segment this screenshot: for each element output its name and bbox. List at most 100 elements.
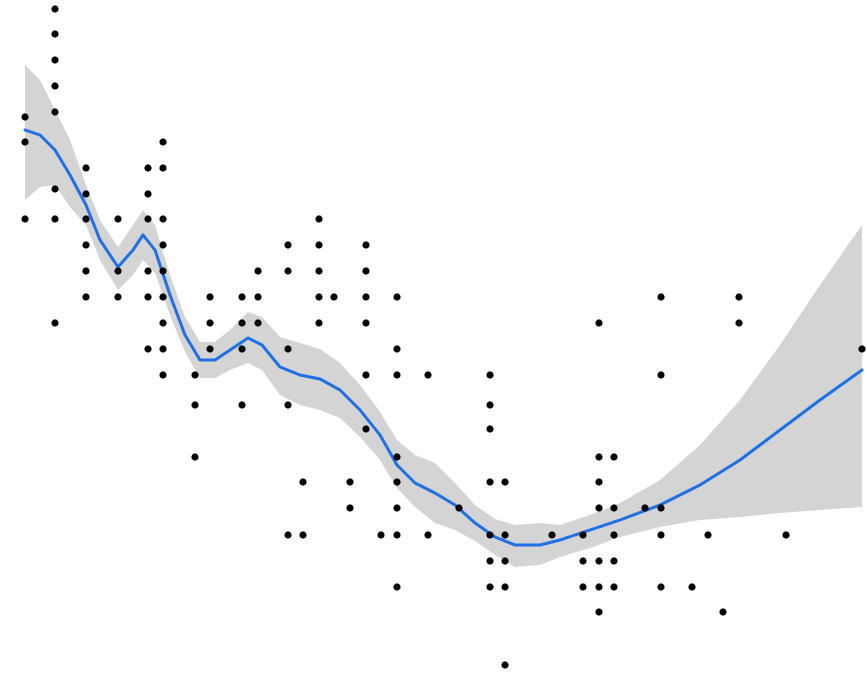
data-point bbox=[114, 215, 122, 223]
data-point bbox=[159, 267, 167, 275]
data-point bbox=[114, 293, 122, 301]
smooth-line-layer bbox=[23, 128, 864, 547]
data-point bbox=[144, 190, 152, 198]
data-point bbox=[610, 583, 618, 591]
data-point bbox=[191, 371, 199, 379]
data-point bbox=[114, 267, 122, 275]
data-point bbox=[159, 345, 167, 353]
data-point bbox=[610, 557, 618, 565]
data-points-layer bbox=[21, 5, 866, 669]
data-point bbox=[595, 557, 603, 565]
data-point bbox=[159, 371, 167, 379]
data-point bbox=[299, 531, 307, 539]
data-point bbox=[393, 531, 401, 539]
data-point bbox=[159, 241, 167, 249]
data-point bbox=[595, 504, 603, 512]
data-point bbox=[284, 267, 292, 275]
data-point bbox=[393, 371, 401, 379]
data-point bbox=[315, 241, 323, 249]
data-point bbox=[486, 583, 494, 591]
data-point bbox=[486, 425, 494, 433]
data-point bbox=[144, 267, 152, 275]
data-point bbox=[144, 293, 152, 301]
data-point bbox=[206, 345, 214, 353]
data-point bbox=[782, 531, 790, 539]
data-point bbox=[393, 345, 401, 353]
data-point bbox=[159, 138, 167, 146]
data-point bbox=[21, 215, 29, 223]
data-point bbox=[82, 190, 90, 198]
data-point bbox=[393, 453, 401, 461]
data-point bbox=[688, 583, 696, 591]
data-point bbox=[455, 504, 463, 512]
data-point bbox=[206, 319, 214, 327]
data-point bbox=[82, 241, 90, 249]
data-point bbox=[82, 267, 90, 275]
data-point bbox=[159, 319, 167, 327]
data-point bbox=[51, 185, 59, 193]
data-point bbox=[501, 557, 509, 565]
data-point bbox=[610, 504, 618, 512]
data-point bbox=[284, 241, 292, 249]
data-point bbox=[595, 319, 603, 327]
data-point bbox=[51, 56, 59, 64]
data-point bbox=[51, 5, 59, 13]
data-point bbox=[82, 293, 90, 301]
data-point bbox=[377, 531, 385, 539]
data-point bbox=[501, 583, 509, 591]
data-point bbox=[657, 583, 665, 591]
data-point bbox=[641, 504, 649, 512]
data-point bbox=[595, 583, 603, 591]
data-point bbox=[21, 113, 29, 121]
data-point bbox=[362, 371, 370, 379]
data-point bbox=[159, 164, 167, 172]
data-point bbox=[238, 401, 246, 409]
data-point bbox=[315, 319, 323, 327]
data-point bbox=[82, 164, 90, 172]
data-point bbox=[51, 319, 59, 327]
data-point bbox=[284, 345, 292, 353]
data-point bbox=[393, 293, 401, 301]
data-point bbox=[238, 319, 246, 327]
data-point bbox=[254, 267, 262, 275]
data-point bbox=[595, 478, 603, 486]
data-point bbox=[579, 557, 587, 565]
data-point bbox=[501, 478, 509, 486]
data-point bbox=[144, 345, 152, 353]
data-point bbox=[719, 608, 727, 616]
data-point bbox=[595, 608, 603, 616]
data-point bbox=[21, 138, 29, 146]
data-point bbox=[486, 371, 494, 379]
data-point bbox=[206, 293, 214, 301]
data-point bbox=[610, 531, 618, 539]
data-point bbox=[346, 478, 354, 486]
data-point bbox=[704, 531, 712, 539]
data-point bbox=[51, 30, 59, 38]
data-point bbox=[657, 371, 665, 379]
data-point bbox=[579, 531, 587, 539]
data-point bbox=[424, 531, 432, 539]
data-point bbox=[362, 425, 370, 433]
data-point bbox=[315, 267, 323, 275]
data-point bbox=[657, 293, 665, 301]
data-point bbox=[51, 108, 59, 116]
data-point bbox=[191, 401, 199, 409]
data-point bbox=[486, 478, 494, 486]
data-point bbox=[501, 661, 509, 669]
data-point bbox=[595, 453, 603, 461]
data-point bbox=[362, 267, 370, 275]
data-point bbox=[362, 293, 370, 301]
data-point bbox=[315, 215, 323, 223]
data-point bbox=[362, 319, 370, 327]
data-point bbox=[144, 164, 152, 172]
data-point bbox=[238, 345, 246, 353]
data-point bbox=[735, 319, 743, 327]
data-point bbox=[486, 557, 494, 565]
smooth-trend-line bbox=[23, 128, 864, 547]
data-point bbox=[657, 504, 665, 512]
data-point bbox=[393, 504, 401, 512]
confidence-band-layer bbox=[25, 65, 862, 567]
data-point bbox=[657, 531, 665, 539]
data-point bbox=[191, 453, 199, 461]
data-point bbox=[858, 345, 866, 353]
